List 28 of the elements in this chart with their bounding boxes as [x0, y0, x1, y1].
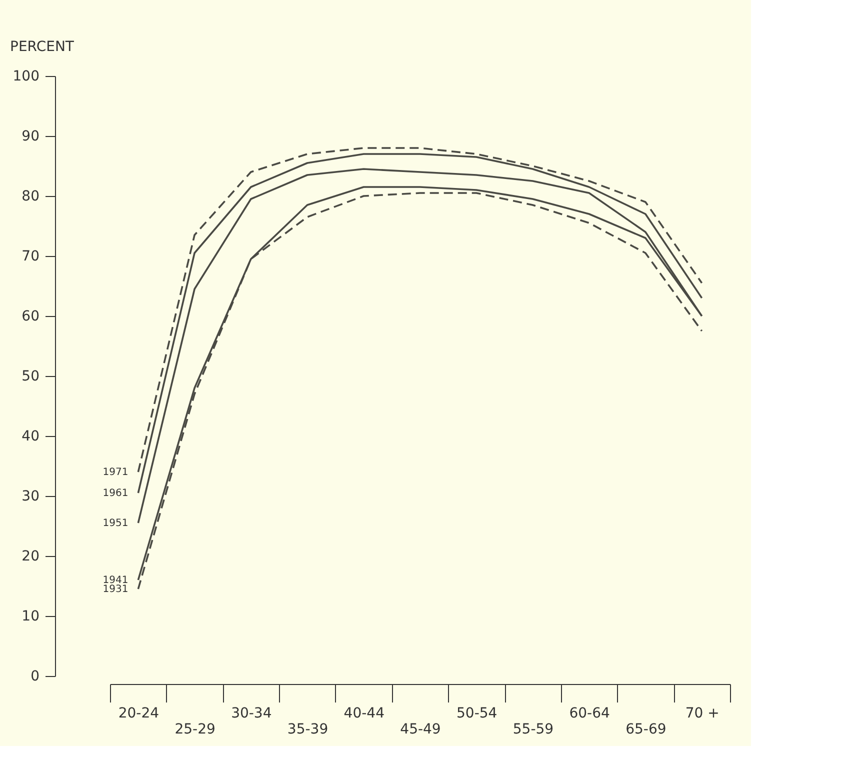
x-tick-label: 70 + — [685, 706, 720, 722]
y-tick-label: 100 — [12, 68, 40, 84]
x-tick-label: 65-69 — [626, 722, 666, 738]
x-tick-label: 60-64 — [569, 706, 610, 722]
series-label: 1931 — [102, 584, 128, 595]
x-tick-label: 45-49 — [400, 722, 441, 738]
y-tick-label: 50 — [22, 368, 40, 384]
y-tick-label: 40 — [22, 428, 40, 444]
x-tick-label: 50-54 — [456, 706, 498, 722]
y-tick-label: 70 — [22, 248, 40, 264]
x-tick-label: 55-59 — [512, 722, 554, 738]
y-tick-label: 20 — [22, 548, 40, 564]
x-tick-label: 25-29 — [174, 722, 216, 738]
y-tick-label: 0 — [30, 668, 40, 684]
x-tick-label: 20-24 — [118, 706, 160, 722]
series-label: 1941 — [102, 575, 128, 586]
series-label: 1961 — [102, 488, 128, 499]
y-tick-label: 80 — [22, 188, 40, 204]
y-axis-title: PERCENT — [10, 39, 74, 55]
y-tick-label: 30 — [22, 488, 40, 504]
y-tick-label: 10 — [22, 608, 40, 624]
x-tick-label: 40-44 — [344, 706, 385, 722]
series-label: 1951 — [102, 518, 128, 529]
series-label: 1971 — [102, 467, 128, 478]
y-tick-label: 60 — [22, 308, 40, 324]
y-tick-label: 90 — [22, 128, 40, 144]
x-tick-label: 30-34 — [231, 706, 272, 722]
x-tick-label: 35-39 — [287, 722, 328, 738]
